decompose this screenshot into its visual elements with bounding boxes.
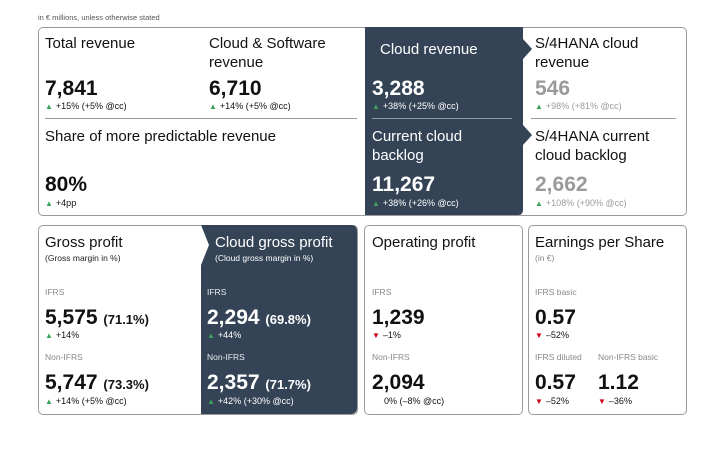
operating-profit-nonifrs-value: 2,094	[372, 371, 425, 394]
eps-diluted-value: 0.57	[535, 371, 576, 394]
gross-profit-nonifrs-value: 5,747 (73.3%)	[45, 371, 149, 394]
total-revenue-change: ▲ +15% (+5% @cc)	[45, 101, 127, 111]
s4-cloud-revenue-value: 546	[535, 77, 571, 100]
up-arrow-icon: ▲	[45, 397, 53, 406]
eps-nonifrs-basic-change: ▼ –36%	[598, 396, 632, 406]
operating-profit-ifrs-value: 1,239	[372, 306, 425, 329]
total-revenue-title: Total revenue	[45, 35, 136, 52]
eps-subtitle: (in €)	[535, 253, 555, 263]
up-arrow-icon: ▲	[45, 331, 53, 340]
cloud-gross-profit-nonifrs-label: Non-IFRS	[207, 352, 245, 362]
eps-basic-label: IFRS basic	[535, 287, 577, 297]
s4-current-cloud-backlog-value: 2,662	[535, 173, 588, 196]
cloud-revenue-value: 3,288	[372, 77, 425, 100]
gross-profit-ifrs-change: ▲ +14%	[45, 330, 80, 340]
cloud-software-revenue-change: ▲ +14% (+5% @cc)	[209, 101, 291, 111]
down-arrow-icon: ▼	[598, 397, 606, 406]
s4-cloud-revenue-change: ▲ +98% (+81% @cc)	[535, 101, 622, 111]
s4-cloud-revenue-title: S/4HANA cloud revenue	[535, 35, 639, 71]
gross-profit-nonifrs-change: ▲ +14% (+5% @cc)	[45, 396, 127, 406]
cloud-gross-profit-nonifrs-change: ▲ +42% (+30% @cc)	[207, 396, 294, 406]
total-revenue-value: 7,841	[45, 77, 98, 100]
eps-basic-change: ▼ –52%	[535, 330, 569, 340]
divider-right	[531, 118, 676, 119]
cloud-gross-profit-ifrs-change: ▲ +44%	[207, 330, 242, 340]
divider-dark	[372, 118, 512, 119]
up-arrow-icon: ▲	[535, 102, 543, 111]
up-arrow-icon: ▲	[207, 397, 215, 406]
cloud-gross-profit-title: Cloud gross profit	[215, 234, 333, 251]
eps-basic-value: 0.57	[535, 306, 576, 329]
eps-panel	[528, 225, 687, 415]
up-arrow-icon: ▲	[535, 199, 543, 208]
eps-nonifrs-basic-label: Non-IFRS basic	[598, 352, 658, 362]
operating-profit-panel	[364, 225, 523, 415]
cloud-gross-profit-nonifrs-value: 2,357 (71.7%)	[207, 371, 311, 394]
eps-diluted-change: ▼ –52%	[535, 396, 569, 406]
cloud-gross-profit-subtitle: (Cloud gross margin in %)	[215, 253, 314, 263]
current-cloud-backlog-title: Current cloud backlog	[372, 128, 463, 164]
cloud-gross-profit-ifrs-label: IFRS	[207, 287, 227, 297]
up-arrow-icon: ▲	[207, 331, 215, 340]
cloud-gross-profit-ifrs-value: 2,294 (69.8%)	[207, 306, 311, 329]
down-arrow-icon: ▼	[535, 331, 543, 340]
cloud-gross-profit-highlight	[201, 225, 357, 414]
up-arrow-icon: ▲	[372, 199, 380, 208]
operating-profit-nonifrs-change: 0% (–8% @cc)	[384, 396, 445, 406]
cloud-revenue-highlight	[365, 27, 532, 215]
gross-profit-nonifrs-label: Non-IFRS	[45, 352, 83, 362]
eps-nonifrs-basic-value: 1.12	[598, 371, 639, 394]
current-cloud-backlog-change: ▲ +38% (+26% @cc)	[372, 198, 459, 208]
down-arrow-icon: ▼	[535, 397, 543, 406]
predictable-revenue-change: ▲ +4pp	[45, 198, 77, 208]
cloud-software-revenue-title: Cloud & Software revenue	[209, 35, 326, 71]
gross-profit-ifrs-label: IFRS	[45, 287, 65, 297]
predictable-revenue-value: 80%	[45, 173, 88, 196]
operating-profit-ifrs-label: IFRS	[372, 287, 392, 297]
up-arrow-icon: ▲	[45, 102, 53, 111]
eps-diluted-label: IFRS diluted	[535, 352, 582, 362]
gross-profit-ifrs-value: 5,575 (71.1%)	[45, 306, 149, 329]
gross-profit-subtitle: (Gross margin in %)	[45, 253, 121, 263]
cloud-revenue-title: Cloud revenue	[380, 41, 478, 58]
current-cloud-backlog-value: 11,267	[372, 173, 436, 196]
operating-profit-nonifrs-label: Non-IFRS	[372, 352, 410, 362]
operating-profit-ifrs-change: ▼ –1%	[372, 330, 401, 340]
cloud-software-revenue-value: 6,710	[209, 77, 262, 100]
up-arrow-icon: ▲	[372, 102, 380, 111]
operating-profit-title: Operating profit	[372, 234, 476, 251]
predictable-revenue-title: Share of more predictable revenue	[45, 128, 276, 145]
units-note: in € millions, unless otherwise stated	[38, 13, 160, 22]
divider-left	[45, 118, 357, 119]
cloud-revenue-change: ▲ +38% (+25% @cc)	[372, 101, 459, 111]
s4-current-cloud-backlog-change: ▲ +108% (+90% @cc)	[535, 198, 627, 208]
s4-current-cloud-backlog-title: S/4HANA current cloud backlog	[535, 128, 650, 164]
up-arrow-icon: ▲	[45, 199, 53, 208]
down-arrow-icon: ▼	[372, 331, 380, 340]
gross-profit-title: Gross profit	[45, 234, 123, 251]
up-arrow-icon: ▲	[209, 102, 217, 111]
eps-title: Earnings per Share	[535, 234, 665, 251]
revenue-panel	[38, 27, 687, 216]
